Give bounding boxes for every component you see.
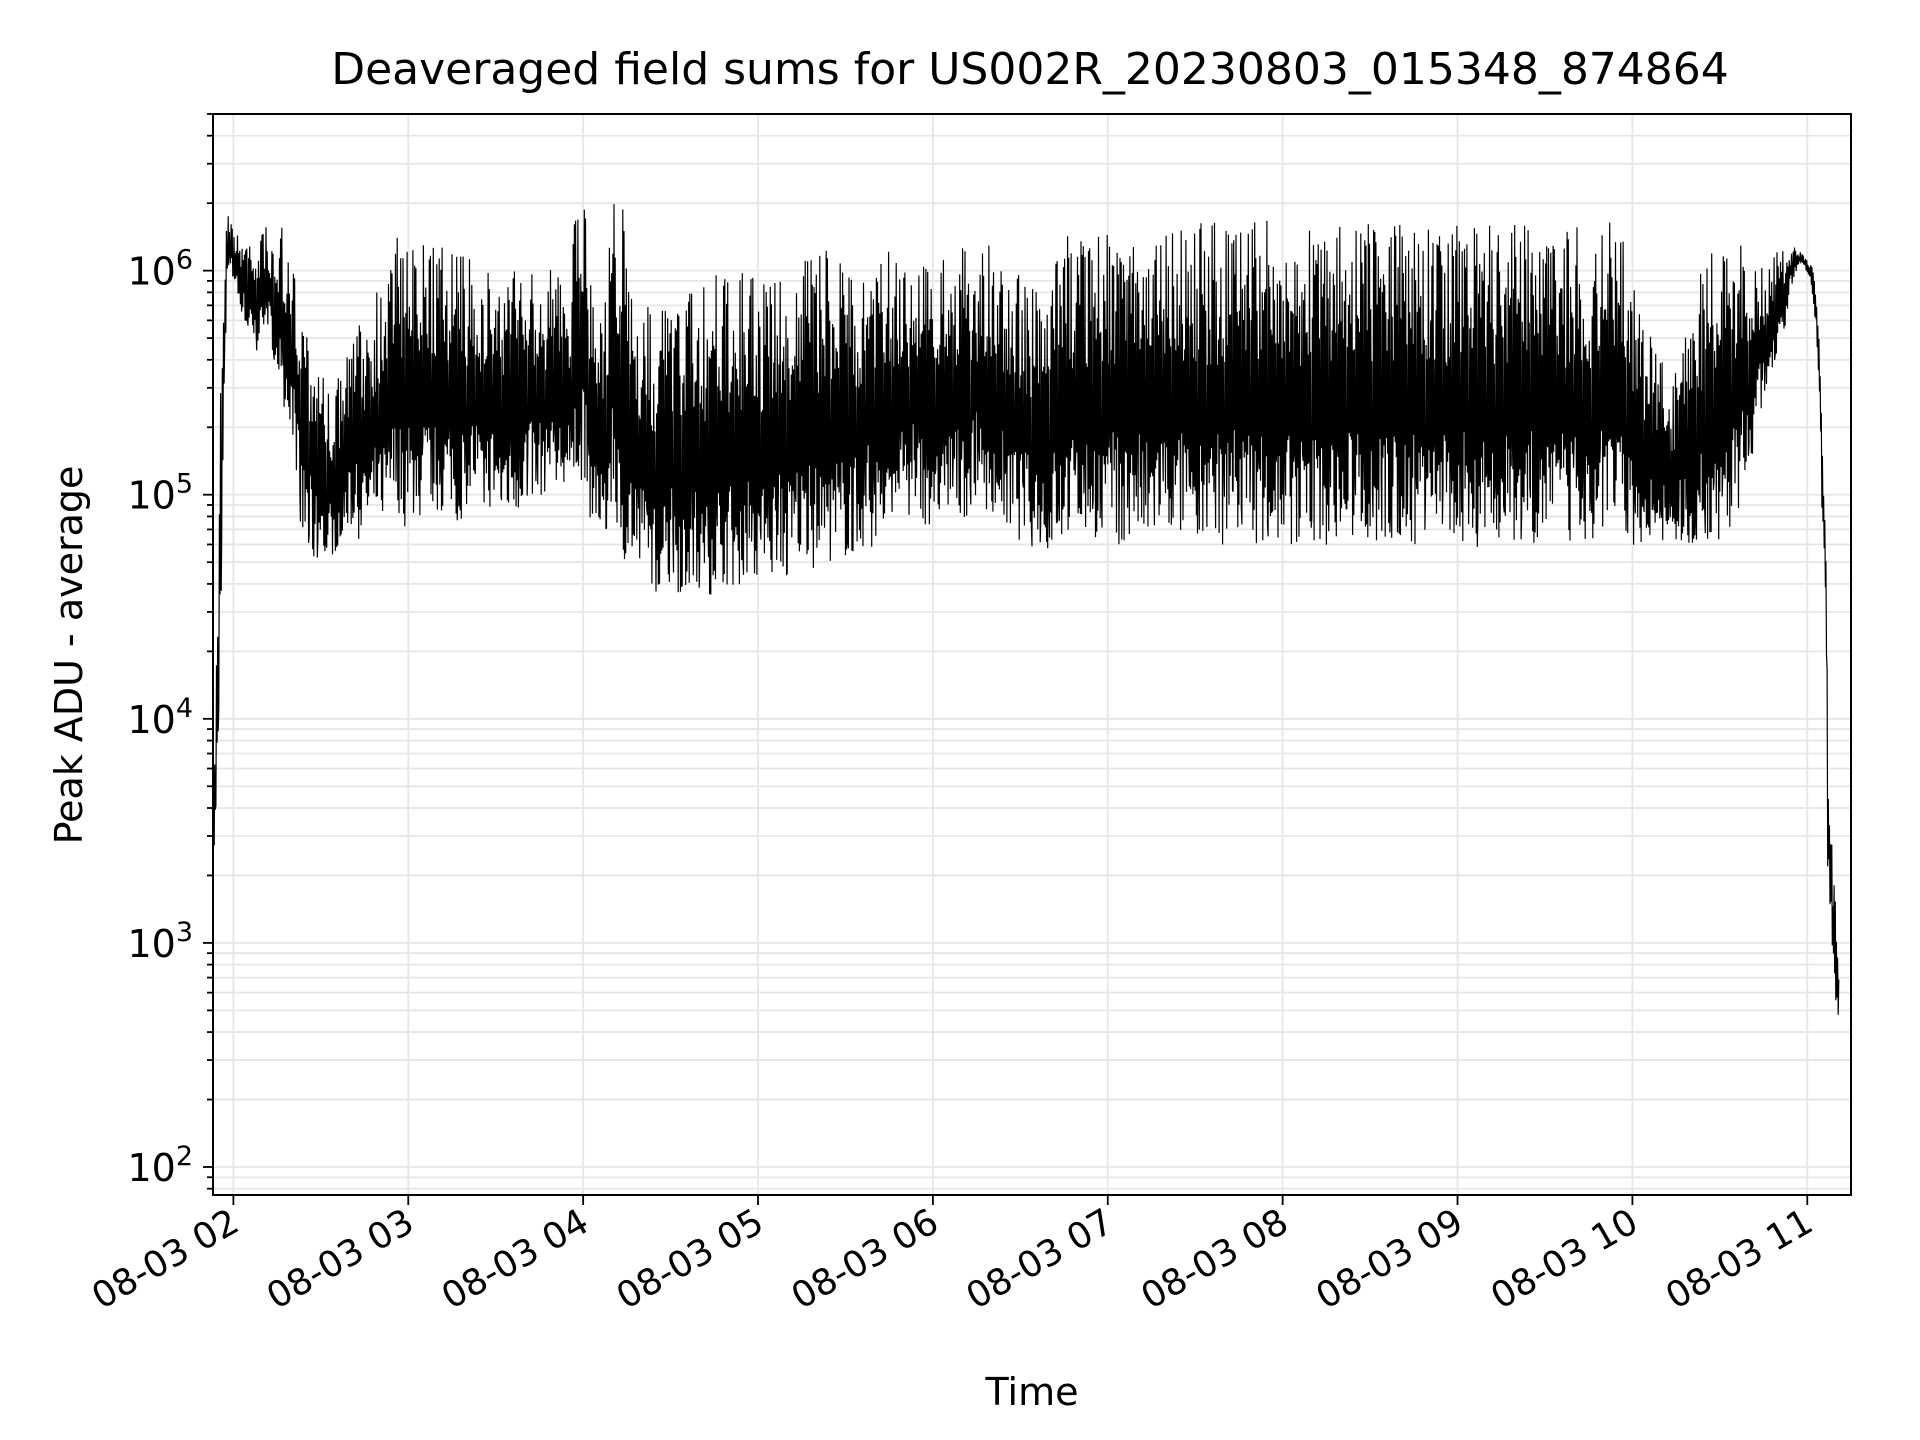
y-tick-label: 104 [127, 693, 193, 742]
y-tick-base: 10 [127, 698, 175, 742]
y-tick-exponent: 3 [176, 917, 193, 948]
y-tick-label: 102 [127, 1141, 193, 1190]
y-tick-base: 10 [127, 1146, 175, 1190]
x-tick-label: 08-03 06 [785, 1201, 946, 1317]
y-tick-exponent: 2 [176, 1141, 193, 1172]
y-tick-base: 10 [127, 922, 175, 966]
x-tick-label: 08-03 05 [610, 1201, 771, 1317]
y-tick-exponent: 4 [176, 693, 193, 724]
y-tick-exponent: 5 [176, 469, 193, 500]
x-axis-label: Time [985, 1370, 1079, 1414]
y-axis-label: Peak ADU - average [47, 466, 91, 845]
x-tick-label: 08-03 03 [260, 1201, 421, 1317]
x-tick-label: 08-03 11 [1659, 1201, 1820, 1317]
y-tick-base: 10 [127, 250, 175, 294]
y-tick-label: 105 [127, 469, 193, 518]
series-trace [212, 204, 1840, 1015]
x-tick-label: 08-03 07 [960, 1201, 1121, 1317]
y-tick-label: 106 [127, 245, 193, 294]
y-tick-base: 10 [127, 474, 175, 518]
x-tick-label: 08-03 02 [85, 1201, 246, 1317]
series-line [212, 204, 1840, 1015]
grid [213, 113, 1851, 1195]
x-tick-label: 08-03 04 [435, 1201, 596, 1317]
x-axis: 08-03 02 08-03 03 08-03 04 08-03 05 08-03 06… [85, 1195, 1820, 1318]
x-tick-label: 08-03 08 [1134, 1201, 1295, 1317]
chart-title: Deaveraged field sums for US002R_2023080… [331, 44, 1729, 95]
x-tick-label: 08-03 09 [1309, 1201, 1470, 1317]
x-tick-label: 08-03 10 [1484, 1201, 1645, 1317]
y-tick-exponent: 6 [176, 245, 193, 276]
plot-frame [212, 113, 1852, 1196]
y-tick-label: 103 [127, 917, 193, 966]
